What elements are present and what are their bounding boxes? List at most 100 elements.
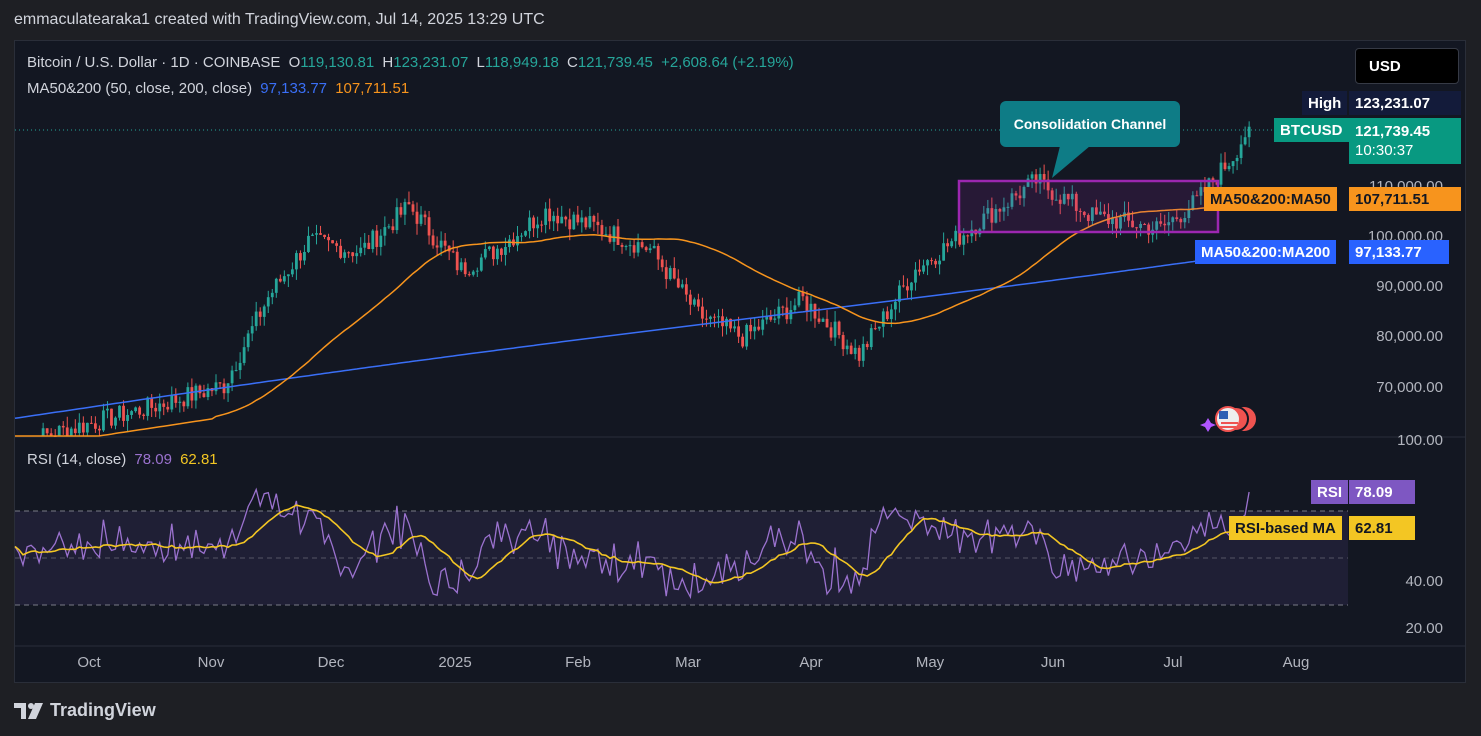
ma-legend-label: MA50&200 (50, close, 200, close) [27,80,253,97]
candle-body [427,217,431,236]
candle-body [813,303,817,319]
consolidation-callout[interactable]: Consolidation Channel [1000,101,1180,147]
rsi-ma-tag-value: 62.81 [1349,516,1415,540]
candle-body [443,240,447,246]
candle-body [877,326,881,329]
candle-body [697,299,700,307]
currency-button[interactable]: USD [1355,48,1459,84]
candle-body [266,297,270,307]
candle-body [918,269,921,272]
candle-body [620,244,624,247]
candle-body [395,207,399,231]
candle-body [688,294,692,305]
candle-body [564,216,568,220]
low-value: 118,949.18 [484,54,559,71]
candle-body [122,405,125,421]
candle-body [1227,166,1231,170]
candle-body [286,274,290,277]
candle-body [1103,211,1106,215]
ma-legend[interactable]: MA50&200 (50, close, 200, close) 97,133.… [27,80,413,97]
candle-body [869,328,873,348]
candle-body [745,324,749,347]
candle-body [1127,212,1130,221]
candle-body [1247,126,1251,138]
rsi-legend[interactable]: RSI (14, close) 78.09 62.81 [27,451,222,468]
candle-body [520,235,523,237]
high-tag-value: 123,231.07 [1349,91,1461,115]
candle-body [447,245,451,252]
rsi-tag-value: 78.09 [1349,480,1415,504]
candle-body [717,316,720,318]
candle-body [1030,174,1034,179]
candle-body [898,285,901,302]
candle-body [387,226,391,228]
candle-body [327,237,330,241]
candle-body [81,422,85,433]
candle-body [1239,144,1243,158]
candle-body [809,303,813,311]
candle-body [435,245,439,248]
candle-body [451,251,455,253]
candle-body [1243,137,1247,145]
candle-body [536,224,539,229]
candle-body [367,242,371,250]
tradingview-logo[interactable]: TradingView [14,700,156,721]
candle-body [914,269,917,283]
tradingview-logo-icon [14,702,43,719]
candle-body [500,248,503,255]
candle-body [118,405,121,418]
candle-body [930,260,933,262]
candle-body [1046,179,1050,191]
candle-body [640,242,644,248]
high-tag-label: High [1302,91,1348,115]
candle-body [262,306,266,317]
candle-body [982,213,986,230]
candle-body [138,407,142,415]
candle-body [1131,220,1134,228]
btcusd-price: 121,739.45 [1355,123,1431,140]
candle-body [254,311,258,327]
candle-body [644,247,648,251]
candle-body [142,414,146,416]
candle-body [471,271,475,275]
candle-body [130,411,133,415]
symbol-legend[interactable]: Bitcoin / U.S. Dollar · 1D · COINBASE O1… [27,54,798,71]
candle-body [797,291,801,306]
candle-body [49,433,53,436]
candle-body [612,226,616,242]
candle-body [1175,217,1179,220]
candle-body [1086,215,1090,222]
rsi-tick-20: 20.00 [1405,620,1443,637]
candle-body [399,207,403,215]
rsi-ma-legend-value: 62.81 [180,451,218,468]
chart-credit: emmaculatearaka1 created with TradingVie… [14,11,545,28]
time-tick-apr: Apr [799,654,823,671]
candle-body [725,318,728,327]
candle-body [592,216,596,222]
candle-body [857,347,861,361]
candle-body [588,216,592,228]
candle-body [902,285,905,287]
candle-body [186,387,190,407]
candle-body [242,347,246,363]
candle-body [600,225,604,235]
ma200-legend-value: 97,133.77 [260,80,328,97]
candle-body [596,221,600,226]
candle-body [837,321,841,336]
candle-body [198,385,202,394]
candle-body [761,319,765,330]
candle-body [1119,217,1122,229]
candle-body [299,253,302,261]
candle-body [922,265,925,272]
candle-body [572,214,576,230]
ma50-tag-value: 107,711.51 [1349,187,1461,211]
candle-body [825,318,829,328]
candle-body [126,414,129,421]
candle-body [729,318,732,329]
candle-body [692,299,696,305]
candle-body [636,242,640,253]
candle-body [528,217,531,232]
candle-body [660,259,664,268]
candle-body [701,306,704,319]
